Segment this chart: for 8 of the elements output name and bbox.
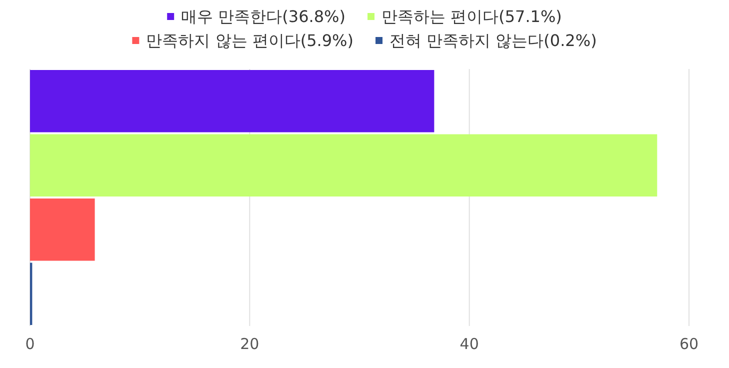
legend-label: 만족하는 편이다(57.1%) [382, 7, 562, 26]
legend-label: 전혀 만족하지 않는다(0.2%) [390, 31, 597, 50]
legend-label: 만족하지 않는 편이다(5.9%) [146, 31, 354, 50]
x-tick-label: 60 [679, 335, 699, 353]
x-tick-label: 20 [240, 335, 260, 353]
x-tick-label: 0 [25, 335, 35, 353]
x-tick-label: 40 [460, 335, 479, 353]
legend-label: 매우 만족한다(36.8%) [181, 7, 346, 26]
